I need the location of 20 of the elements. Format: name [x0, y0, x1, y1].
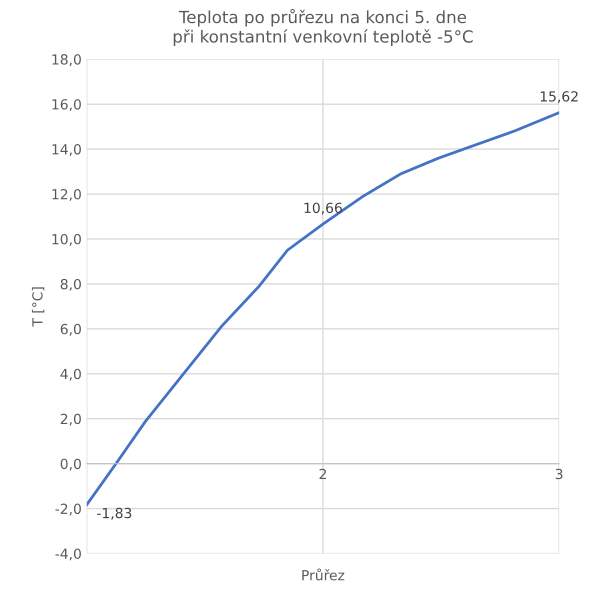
x-tick-label: 3 — [556, 468, 562, 480]
y-tick-label: 4,0 — [60, 368, 81, 381]
data-label: -1,83 — [97, 508, 132, 520]
data-label: 15,62 — [540, 91, 578, 104]
y-tick-label: 2,0 — [60, 414, 81, 426]
x-axis-title: Průřez — [302, 568, 344, 580]
y-tick-label: 8,0 — [60, 278, 81, 291]
y-tick-label: 12,0 — [52, 188, 81, 201]
y-tick-label: 6,0 — [60, 324, 81, 336]
data-label: 10,66 — [304, 202, 342, 215]
y-tick-label: -4,0 — [55, 548, 81, 560]
y-axis-title: T [°C] — [32, 287, 44, 327]
y-tick-label: 0,0 — [60, 458, 81, 471]
y-tick-label: 14,0 — [52, 144, 81, 156]
y-tick-label: 16,0 — [52, 99, 81, 112]
y-tick-label: 18,0 — [52, 54, 81, 66]
y-tick-label: 10,0 — [52, 234, 81, 246]
x-tick-label: 2 — [320, 468, 326, 480]
y-tick-label: -2,0 — [55, 504, 81, 516]
chart-title: Teplota po průřezu na konci 5. dne při konstantní venkovní teplotě -5°C — [174, 8, 473, 46]
